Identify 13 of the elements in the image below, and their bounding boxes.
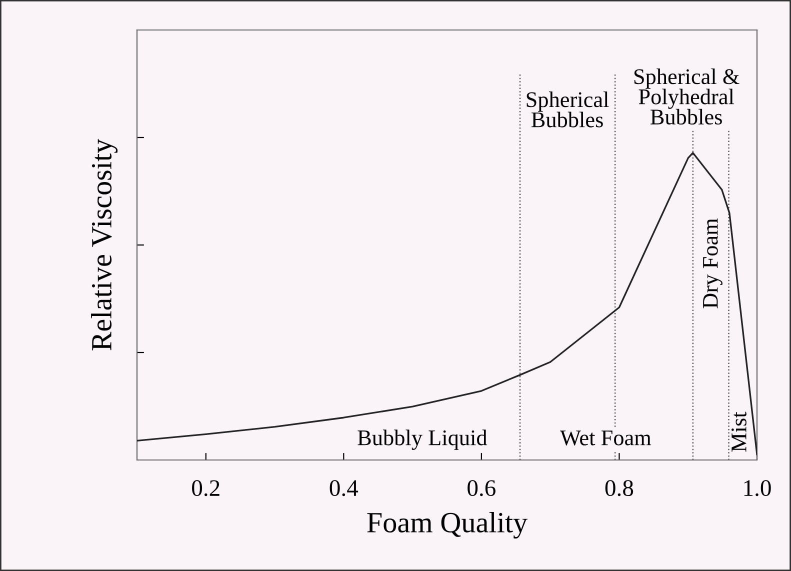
annotation: Mist xyxy=(732,412,746,452)
x-tick-label: 0.8 xyxy=(605,480,634,496)
text: Spherical Bubbles xyxy=(526,92,609,128)
x-tick-label: 1.0 xyxy=(744,480,771,496)
y-axis-title: Relative Viscosity xyxy=(91,138,118,350)
x-tick-label: 0.4 xyxy=(330,480,358,496)
text: Spherical & Polyhedral Bubbles xyxy=(634,68,740,125)
annotation: Wet Foam xyxy=(560,430,652,446)
x-tick-label: 0.6 xyxy=(468,480,496,496)
x-axis-title: Foam Quality xyxy=(367,512,528,538)
annotation: Dry Foam xyxy=(703,218,722,308)
x-tick-label: 0.2 xyxy=(192,480,220,496)
annotation: Bubbly Liquid xyxy=(358,430,488,450)
